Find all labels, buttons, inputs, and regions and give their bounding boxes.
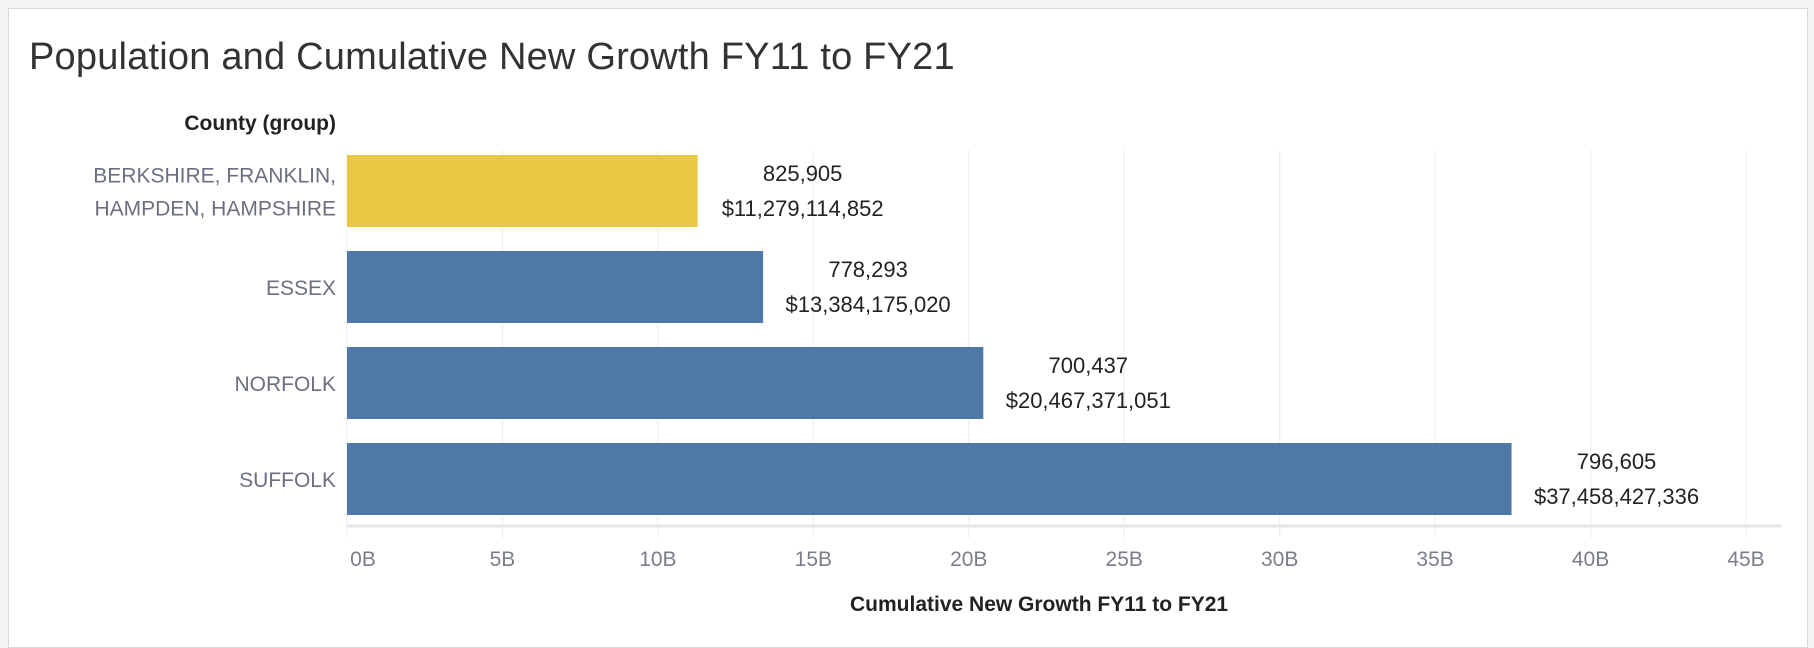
population-label: 700,437 [1049,353,1129,378]
value-label: $13,384,175,020 [786,292,951,317]
chart-title: Population and Cumulative New Growth FY1… [29,36,955,78]
x-tick-label: 35B [1416,548,1453,571]
bar [347,347,984,419]
x-axis-title: Cumulative New Growth FY11 to FY21 [850,593,1229,616]
x-tick-label: 15B [795,548,832,571]
category-label: NORFOLK [234,373,336,396]
x-tick-label: 40B [1572,548,1609,571]
bar [347,251,764,323]
population-label: 825,905 [763,161,843,186]
x-tick-label: 0B [350,548,376,571]
population-label: 796,605 [1577,449,1657,474]
value-label: $11,279,114,852 [722,196,884,221]
population-label: 778,293 [828,257,908,282]
value-label: $37,458,427,336 [1534,484,1699,509]
x-tick-label: 45B [1727,548,1764,571]
bar [347,443,1512,515]
category-label: HAMPDEN, HAMPSHIRE [94,198,336,221]
x-tick-label: 10B [639,548,676,571]
category-label: ESSEX [266,277,336,300]
chart-container [8,8,1808,648]
bar [347,155,698,227]
x-tick-label: 30B [1261,548,1298,571]
x-tick-label: 25B [1106,548,1143,571]
y-axis-title: County (group) [184,112,336,135]
category-label: SUFFOLK [239,469,336,492]
value-label: $20,467,371,051 [1006,388,1171,413]
x-tick-label: 20B [950,548,987,571]
x-tick-label: 5B [490,548,516,571]
category-label: BERKSHIRE, FRANKLIN, [93,165,336,188]
